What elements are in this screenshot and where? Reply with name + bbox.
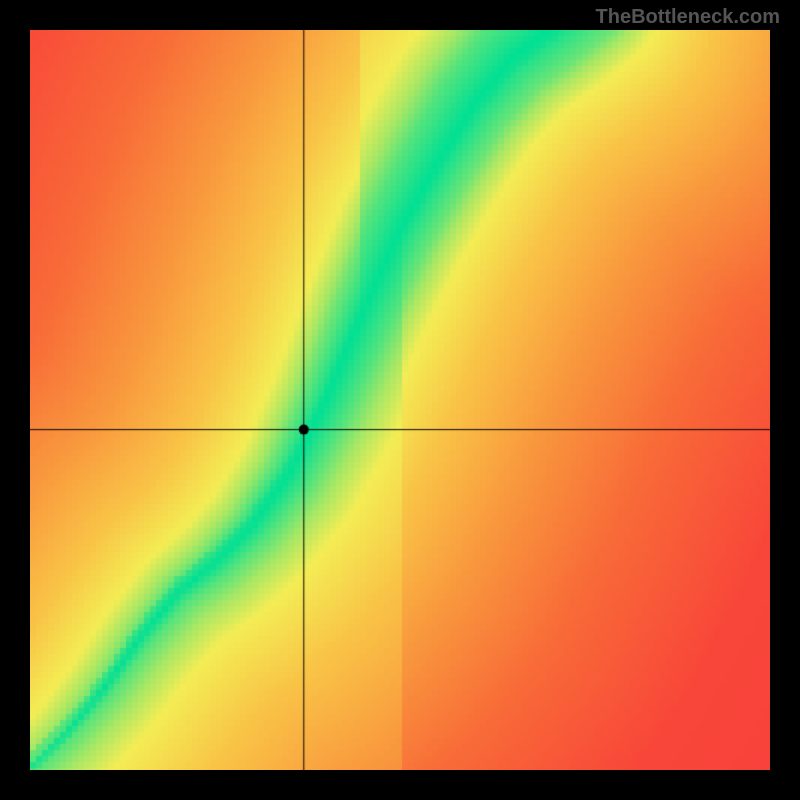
watermark-text: TheBottleneck.com [596, 6, 780, 29]
chart-container: TheBottleneck.com [0, 0, 800, 800]
bottleneck-heatmap [30, 30, 770, 770]
